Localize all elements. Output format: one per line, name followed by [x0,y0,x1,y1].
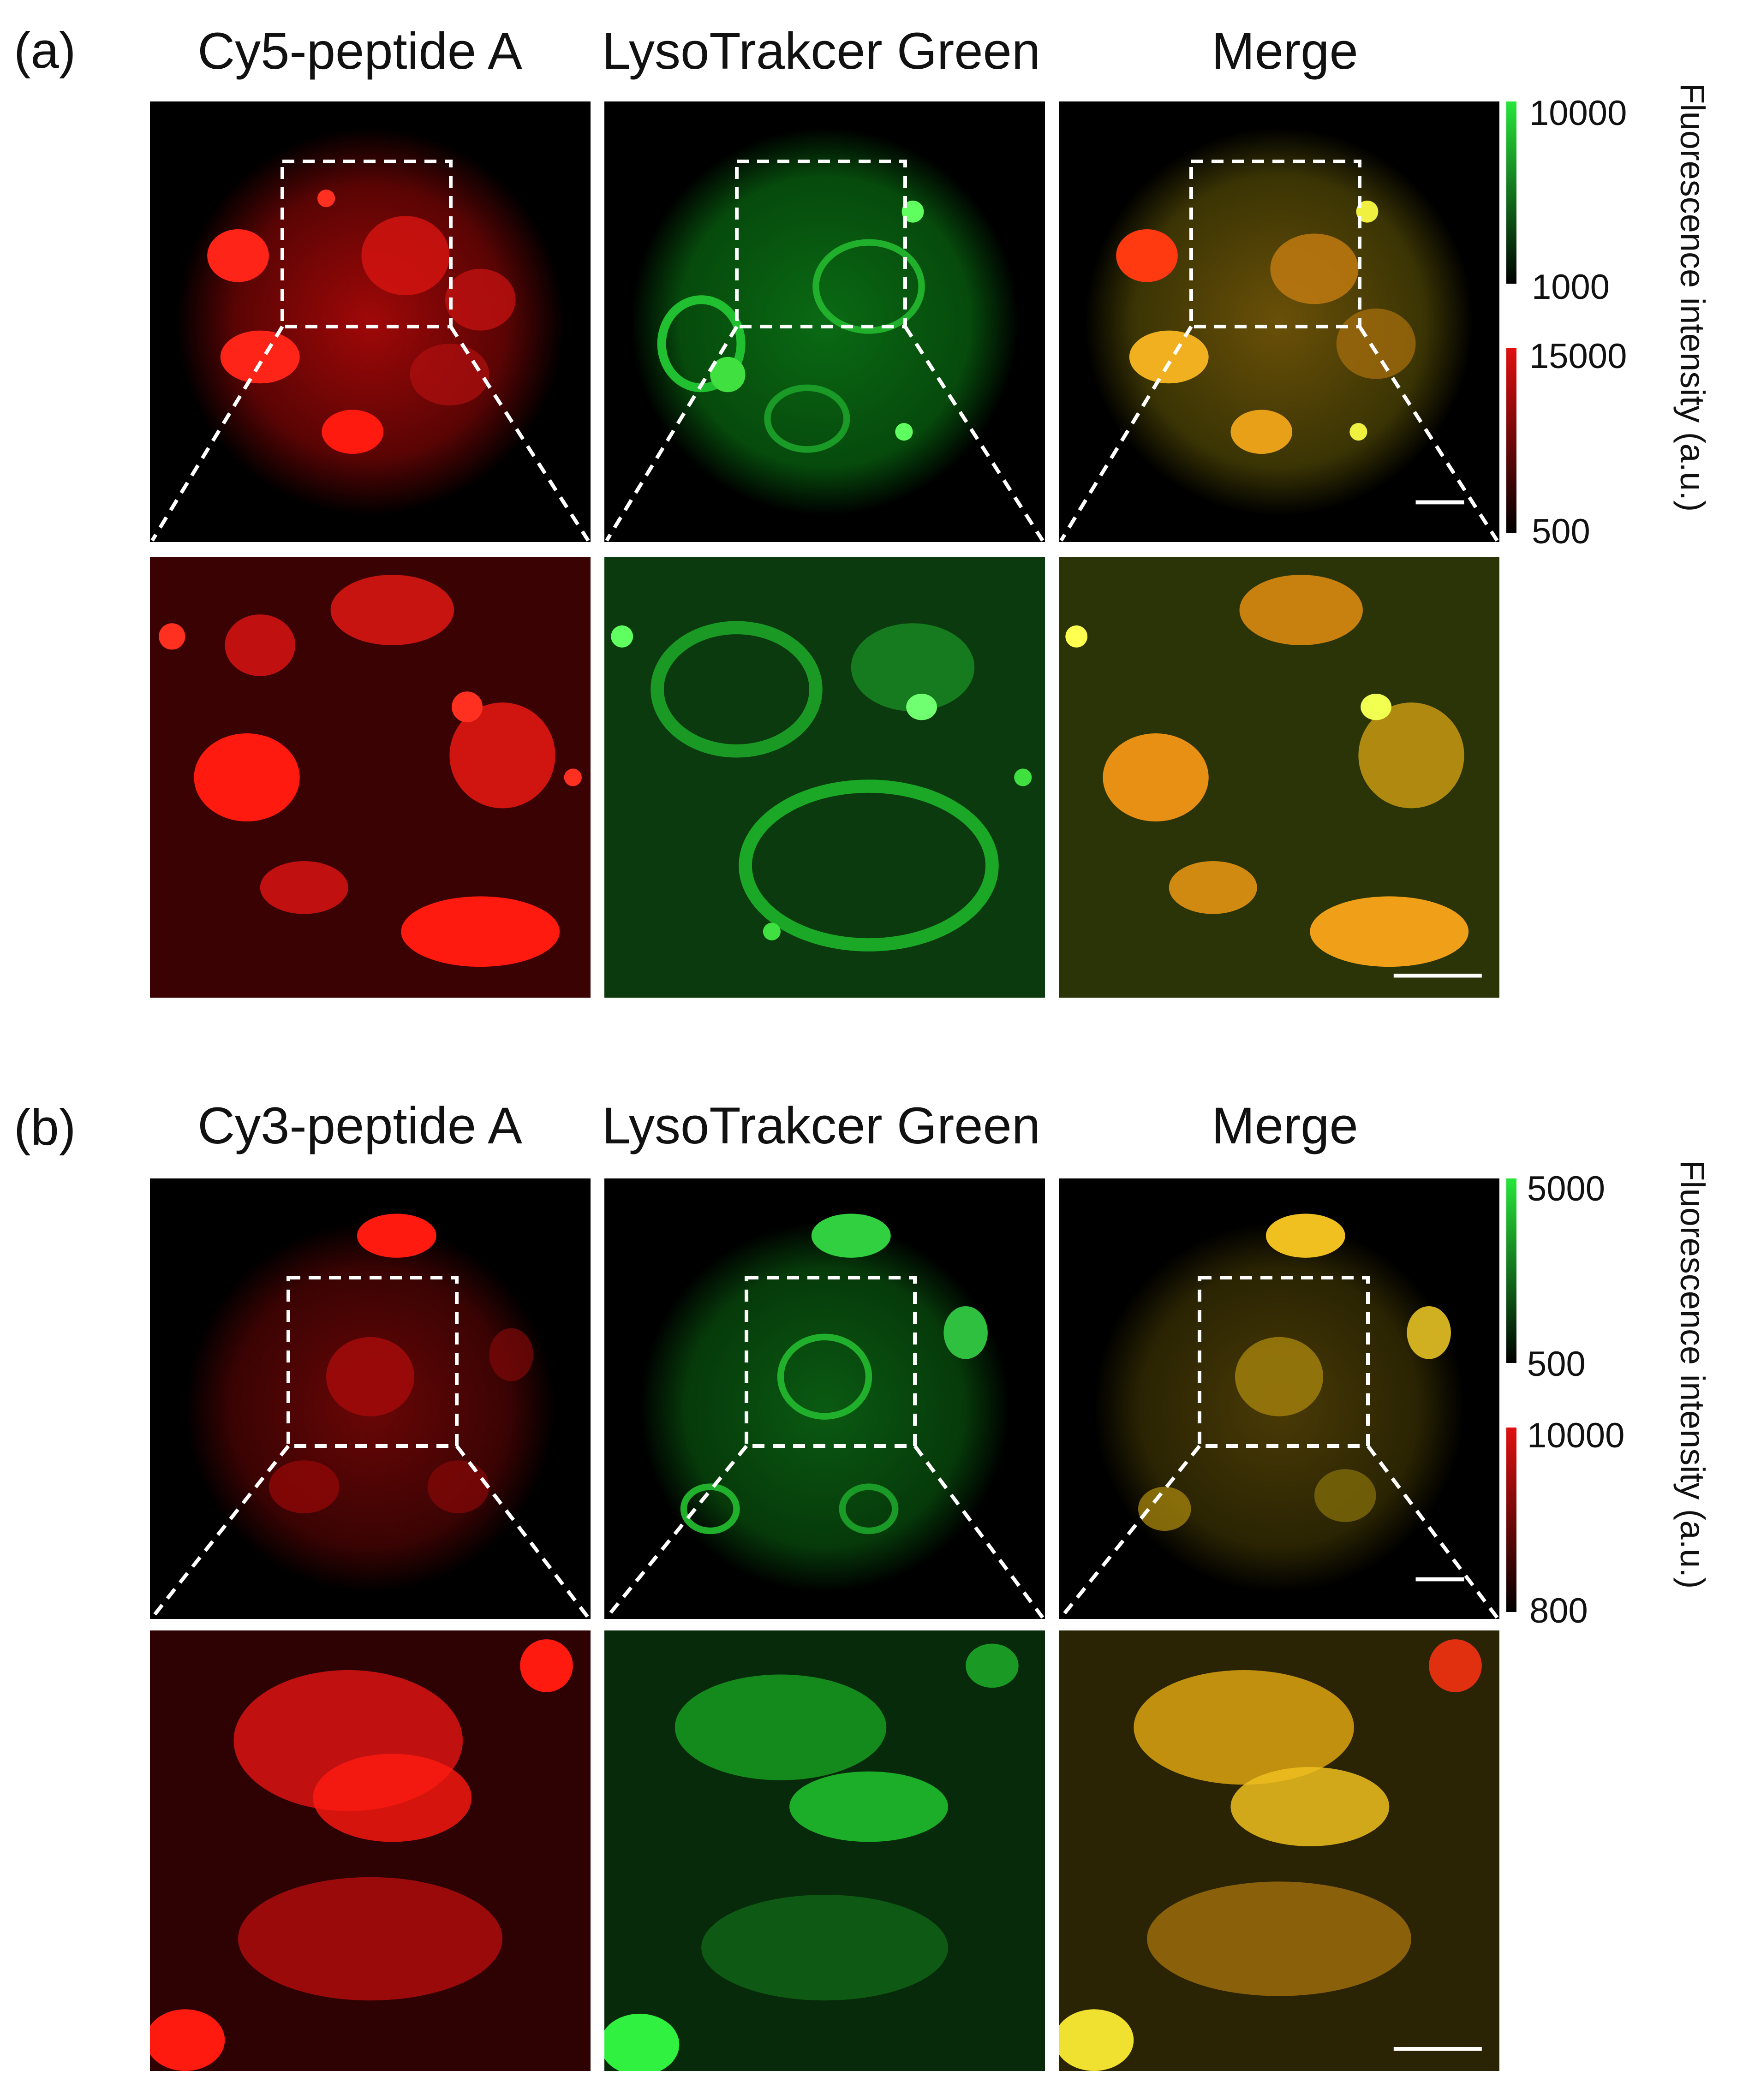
micrograph-a-merge-overview [1059,101,1499,542]
micrograph-b-merge-zoom [1059,1630,1499,2071]
micrograph-b-green-overview [604,1178,1045,1619]
colorbar-b-red [1506,1428,1516,1612]
colorbar-a-red-max: 15000 [1529,337,1627,376]
colorbar-a-green-max: 10000 [1529,94,1627,133]
colorbar-a-green-min: 1000 [1532,268,1610,307]
micrograph-b-green-zoom [604,1630,1045,2071]
colorbar-b-green [1506,1178,1516,1363]
column-title-merge-b: Merge [1212,1097,1358,1154]
column-title-cy3: Cy3-peptide A [197,1097,522,1154]
micrograph-a-green-zoom [604,557,1045,998]
column-title-lysotracker: LysoTrakcer Green [602,22,1041,80]
colorbar-b-red-min: 800 [1529,1591,1588,1630]
colorbar-a-title: Fluorescence intensity (a.u.) [1673,83,1712,512]
micrograph-b-merge-overview [1059,1178,1499,1619]
micrograph-a-red-overview [150,101,591,542]
colorbar-a-red-min: 500 [1532,512,1590,551]
micrograph-a-merge-zoom [1059,557,1499,998]
micrograph-b-red-zoom [150,1630,591,2071]
micrograph-a-red-zoom [150,557,591,998]
colorbar-a-red [1506,348,1516,533]
colorbar-b-green-max: 5000 [1527,1169,1606,1208]
colorbar-b-title: Fluorescence intensity (a.u.) [1673,1160,1712,1589]
micrograph-b-red-overview [150,1178,591,1619]
colorbar-b-red-max: 10000 [1527,1416,1625,1455]
panel-letter-b: (b) [14,1099,76,1156]
colorbar-a-green [1506,101,1516,284]
panel-letter-a: (a) [14,22,76,79]
column-title-lysotracker-b: LysoTrakcer Green [602,1097,1041,1154]
column-title-cy5: Cy5-peptide A [197,22,522,80]
colorbar-b-green-min: 500 [1527,1344,1586,1384]
column-title-merge: Merge [1212,22,1358,80]
micrograph-a-green-overview [604,101,1045,542]
